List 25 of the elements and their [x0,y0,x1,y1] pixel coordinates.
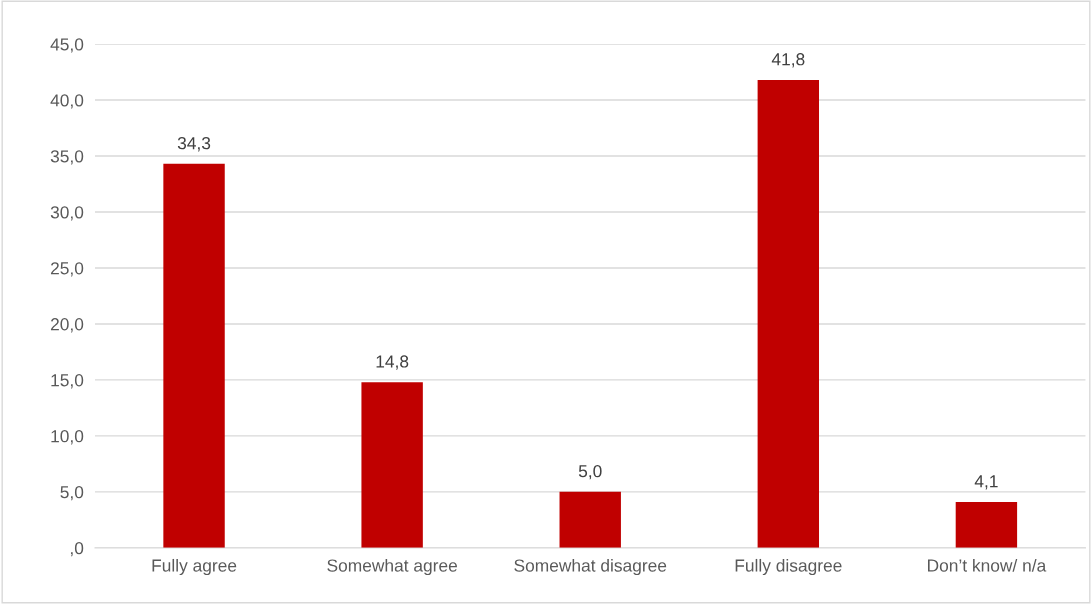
x-tick-label: Fully agree [152,558,237,576]
y-tick-label: 15,0 [51,374,84,389]
y-tick-label: 35,0 [50,150,84,165]
bar [163,163,225,548]
x-tick-label: Somewhat disagree [514,558,667,576]
y-tick-label: 10,0 [51,430,84,445]
y-tick-label: 40,0 [50,94,84,109]
data-label: 4,1 [974,475,998,490]
x-tick-label: Don’t know/ n/a [928,558,1047,572]
y-tick-label: 5,0 [60,486,84,501]
x-tick-label: Somewhat agree [327,558,457,576]
x-tick-label: Fully disagree [735,558,842,576]
y-tick-label: ,0 [70,542,84,557]
y-tick-label: 25,0 [50,262,84,277]
bar [559,491,621,548]
data-label: 14,8 [376,355,409,370]
bar [361,382,423,548]
data-label: 41,8 [771,53,805,68]
y-tick-label: 45,0 [50,38,84,53]
data-label: 5,0 [578,465,602,480]
y-tick-label: 20,0 [50,318,84,333]
y-tick-label: 30,0 [50,206,84,221]
bar [757,79,820,548]
bar [955,501,1018,548]
data-label: 34,3 [177,137,211,152]
